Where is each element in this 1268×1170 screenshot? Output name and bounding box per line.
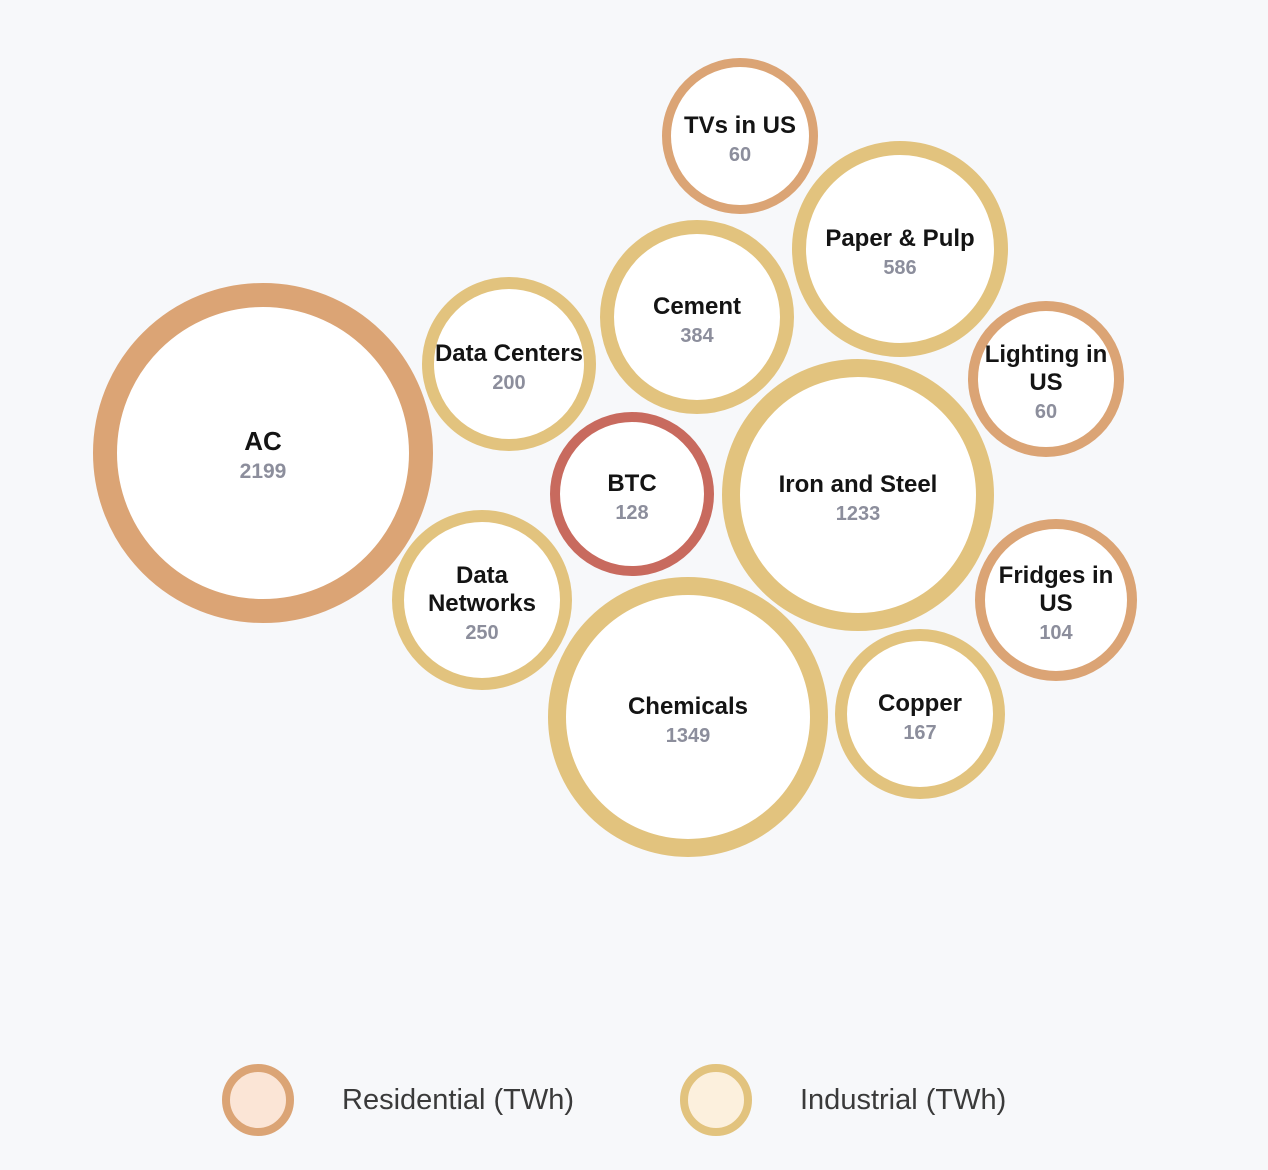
bubble-label-lighting-0: Lighting in — [985, 341, 1108, 368]
bubble-circle-ac — [93, 283, 433, 623]
bubble-label-tvs: TVs in US — [684, 112, 796, 139]
bubble-chart: AC 2199 TVs in US 60 Paper & Pulp 586 Cement 38… — [93, 58, 1137, 857]
bubble-circle-datanetworks — [392, 510, 572, 690]
bubble-label-copper: Copper — [878, 690, 962, 717]
bubble-value-copper: 167 — [903, 722, 936, 744]
legend-swatch-industrial — [680, 1064, 752, 1136]
bubble-ac: AC 2199 — [93, 283, 433, 623]
legend-swatch-residential — [222, 1064, 294, 1136]
bubble-circle-lighting — [968, 301, 1124, 457]
bubble-tvs: TVs in US 60 — [662, 58, 818, 214]
bubble-value-iron: 1233 — [836, 503, 881, 525]
legend-item-industrial: Industrial (TWh) — [680, 1063, 1006, 1137]
bubble-circle-datacenters — [422, 277, 596, 451]
bubble-label-datacenters: Data Centers — [435, 340, 583, 367]
bubble-circle-iron — [722, 359, 994, 631]
bubble-paper: Paper & Pulp 586 — [792, 141, 1008, 357]
bubble-label-btc: BTC — [607, 470, 656, 497]
bubble-value-cement: 384 — [680, 325, 714, 347]
bubble-circle-paper — [792, 141, 1008, 357]
legend: Residential (TWh) Industrial (TWh) — [0, 1063, 1268, 1137]
bubble-datacenters: Data Centers 200 — [422, 277, 596, 451]
bubble-iron: Iron and Steel 1233 — [722, 359, 994, 631]
legend-label-residential: Residential (TWh) — [342, 1083, 575, 1116]
bubble-copper: Copper 167 — [835, 629, 1005, 799]
bubble-label-lighting-1: US — [1029, 369, 1062, 396]
bubble-value-chemicals: 1349 — [666, 725, 711, 747]
bubble-label-ac: AC — [244, 426, 282, 456]
bubble-cement: Cement 384 — [600, 220, 794, 414]
bubble-label-datanetworks-0: Data — [456, 562, 509, 589]
bubble-label-fridges-1: US — [1039, 590, 1072, 617]
bubble-value-tvs: 60 — [729, 144, 751, 166]
bubble-label-iron: Iron and Steel — [779, 471, 938, 498]
bubble-circle-cement — [600, 220, 794, 414]
bubble-circle-copper — [835, 629, 1005, 799]
bubble-label-datanetworks-1: Networks — [428, 590, 536, 617]
legend-label-industrial: Industrial (TWh) — [800, 1083, 1007, 1116]
bubble-value-datanetworks: 250 — [465, 622, 498, 644]
bubble-circle-tvs — [662, 58, 818, 214]
bubble-circle-chemicals — [548, 577, 828, 857]
legend-item-residential: Residential (TWh) — [222, 1063, 574, 1137]
bubble-value-btc: 128 — [615, 502, 648, 524]
bubble-value-fridges: 104 — [1039, 622, 1073, 644]
bubble-value-paper: 586 — [883, 257, 916, 279]
bubble-value-lighting: 60 — [1035, 401, 1057, 423]
bubble-label-fridges-0: Fridges in — [999, 562, 1114, 589]
bubble-label-cement: Cement — [653, 293, 741, 320]
bubble-value-ac: 2199 — [240, 460, 287, 483]
bubble-value-datacenters: 200 — [492, 372, 525, 394]
bubble-chemicals: Chemicals 1349 — [548, 577, 828, 857]
bubble-label-chemicals: Chemicals — [628, 693, 748, 720]
bubble-circle-fridges — [975, 519, 1137, 681]
bubble-circle-btc — [550, 412, 714, 576]
bubble-label-paper: Paper & Pulp — [825, 225, 974, 252]
bubble-btc: BTC 128 — [550, 412, 714, 576]
